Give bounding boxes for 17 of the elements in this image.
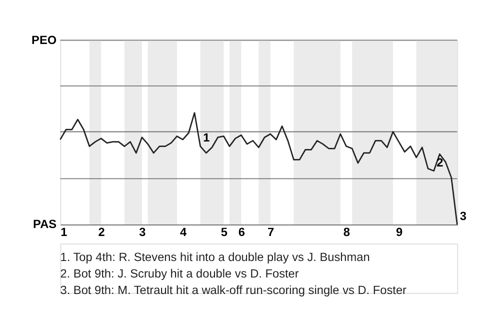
x-tick-label: 2 [98, 224, 106, 239]
x-tick-label: 5 [220, 224, 228, 239]
text: 1. Top 4th: R. Stevens hit into a double play vs J. Bushman [60, 250, 370, 264]
text: 3 [460, 208, 467, 223]
x-tick-label: 3 [139, 224, 146, 239]
annotation: 2 [436, 155, 444, 170]
text: 2. Bot 9th: J. Scruby hit a double vs D. Foster [60, 266, 299, 280]
text: PAS [33, 217, 57, 232]
annotation: 1 [203, 130, 210, 145]
text: 3. Bot 9th: M. Tetrault hit a walk-off run-scoring single vs D. Foster [60, 282, 407, 297]
x-tick-label: 7 [268, 224, 275, 239]
x-tick-label: 8 [343, 224, 350, 239]
x-tick-label: 9 [396, 224, 403, 239]
x-tick-label: 6 [238, 224, 246, 239]
text: PEO [32, 32, 57, 47]
x-tick-label: 4 [180, 224, 187, 239]
x-tick-label: 1 [60, 224, 68, 239]
